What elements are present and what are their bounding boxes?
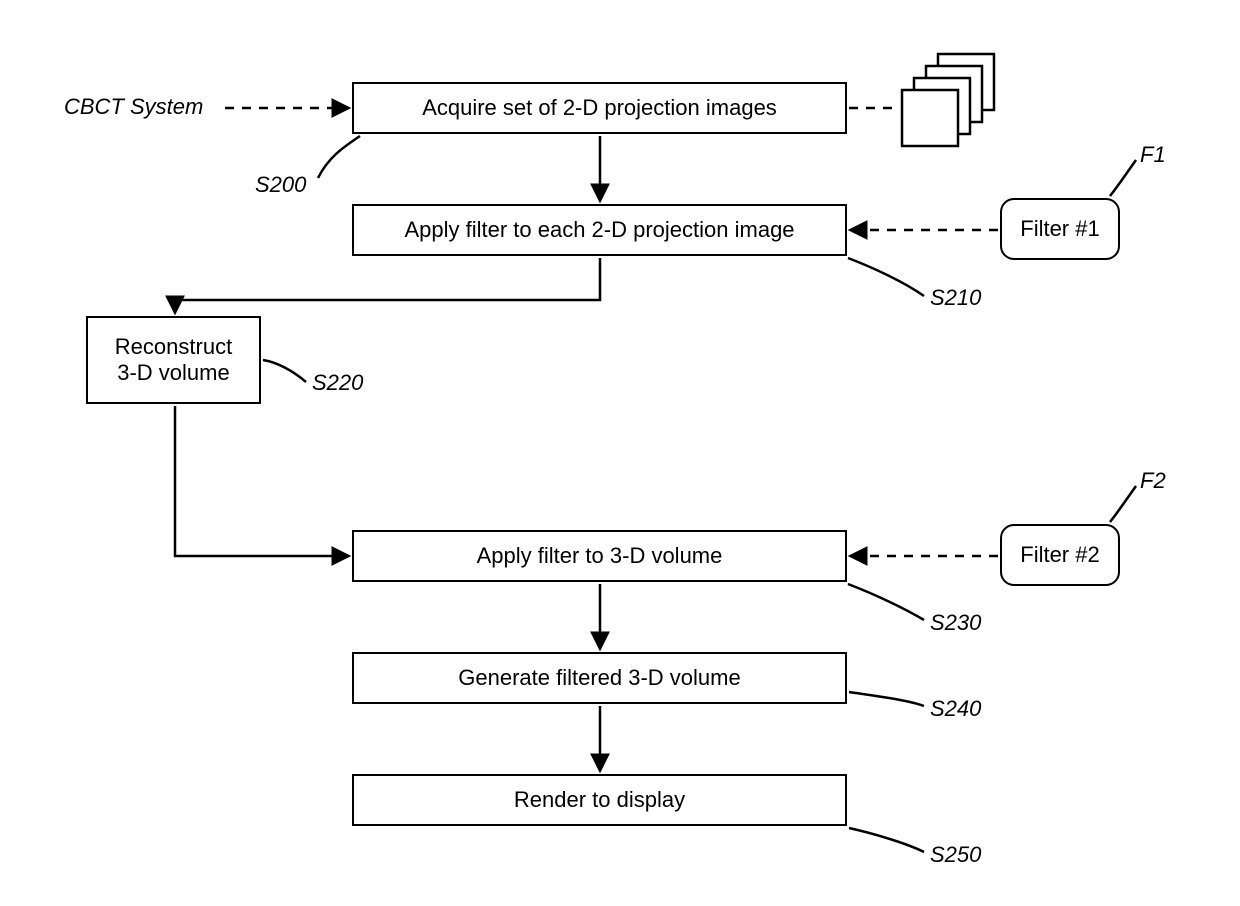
node-reconstruct-label: Reconstruct 3-D volume (115, 334, 232, 386)
node-acquire: Acquire set of 2-D projection images (352, 82, 847, 134)
leader-s250 (849, 828, 924, 852)
node-generate-label: Generate filtered 3-D volume (458, 665, 740, 691)
node-apply3d-label: Apply filter to 3-D volume (477, 543, 723, 569)
edge-apply2d-to-recon (175, 258, 600, 312)
node-filter2-label: Filter #2 (1020, 542, 1099, 568)
ref-s240: S240 (930, 696, 981, 722)
ref-f1: F1 (1140, 142, 1166, 168)
image-stack-icon (902, 54, 994, 146)
node-filter2: Filter #2 (1000, 524, 1120, 586)
leader-s230 (848, 584, 924, 620)
flowchart-canvas: Acquire set of 2-D projection images App… (0, 0, 1240, 906)
node-generate: Generate filtered 3-D volume (352, 652, 847, 704)
edge-recon-to-apply3d (175, 406, 348, 556)
node-render: Render to display (352, 774, 847, 826)
node-acquire-label: Acquire set of 2-D projection images (422, 95, 777, 121)
node-filter1-label: Filter #1 (1020, 216, 1099, 242)
node-reconstruct: Reconstruct 3-D volume (86, 316, 261, 404)
ref-f2: F2 (1140, 468, 1166, 494)
ref-s200: S200 (255, 172, 306, 198)
ref-s230: S230 (930, 610, 981, 636)
node-render-label: Render to display (514, 787, 685, 813)
ref-s250: S250 (930, 842, 981, 868)
connector-overlay (0, 0, 1240, 906)
leader-f2 (1110, 486, 1136, 522)
leader-s220 (263, 360, 306, 382)
leader-s240 (849, 692, 924, 706)
ref-s210: S210 (930, 285, 981, 311)
node-filter1: Filter #1 (1000, 198, 1120, 260)
leader-s200 (318, 136, 360, 178)
leader-f1 (1110, 160, 1136, 196)
node-apply2d-label: Apply filter to each 2-D projection imag… (404, 217, 794, 243)
leader-s210 (848, 258, 924, 296)
node-apply3d: Apply filter to 3-D volume (352, 530, 847, 582)
ref-s220: S220 (312, 370, 363, 396)
input-source-label: CBCT System (64, 94, 203, 120)
node-apply2d: Apply filter to each 2-D projection imag… (352, 204, 847, 256)
